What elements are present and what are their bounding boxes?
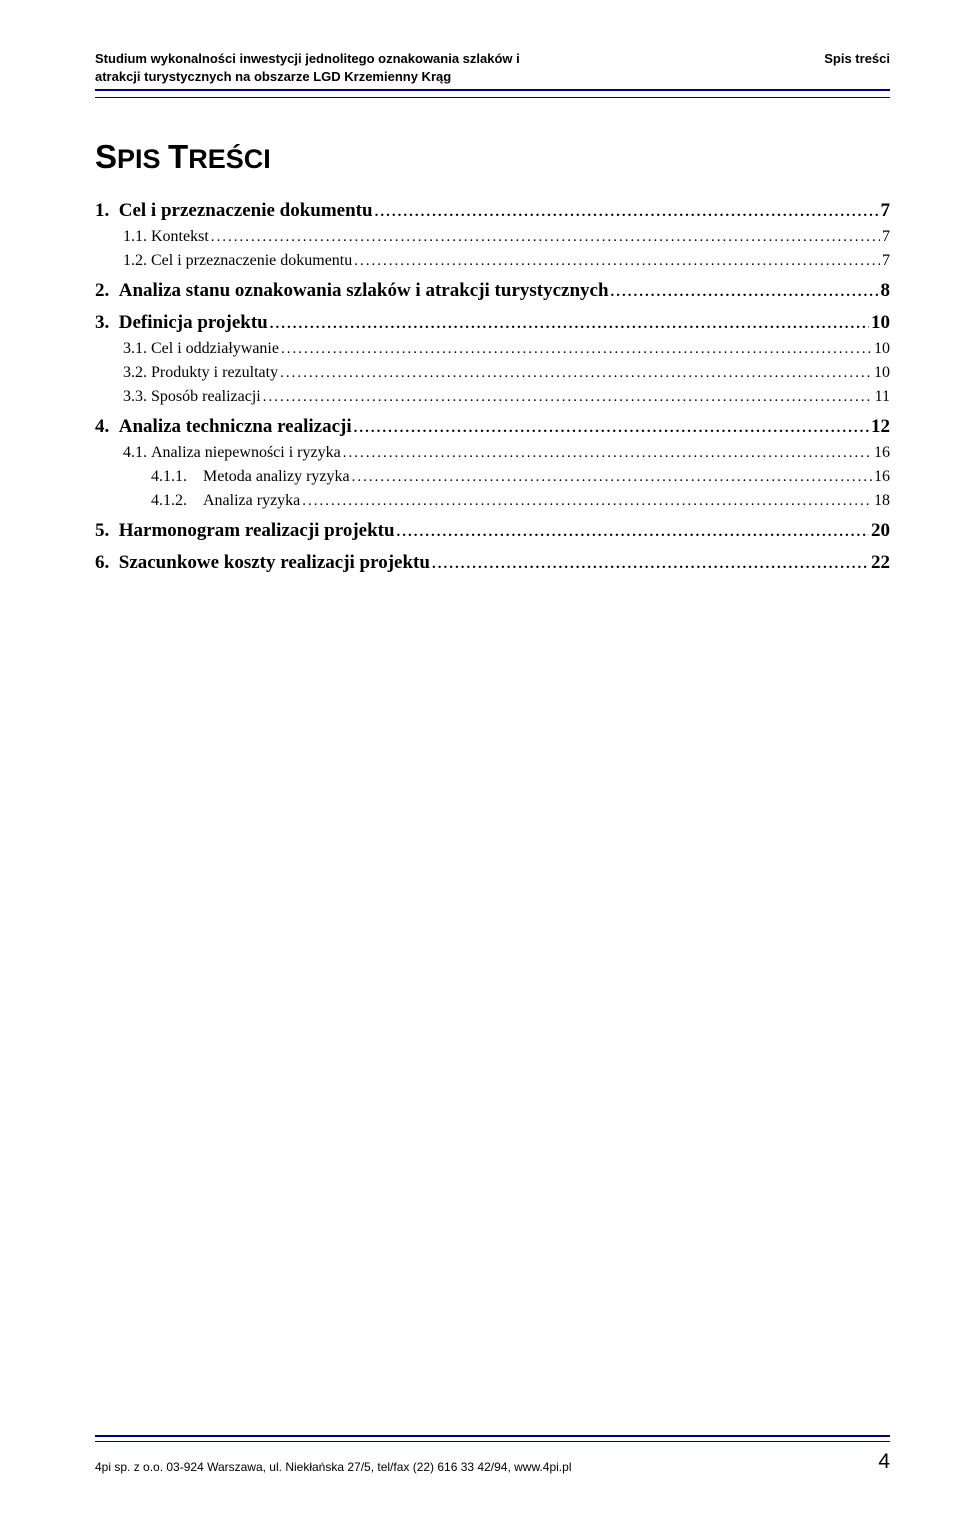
toc-page: 16 bbox=[874, 468, 890, 486]
title-s: S bbox=[95, 138, 117, 175]
toc-text: Produkty i rezultaty bbox=[151, 364, 278, 382]
toc-num: 4.1. bbox=[123, 444, 147, 462]
toc-entry: 3. Definicja projektu 10 bbox=[95, 312, 890, 334]
toc-leader bbox=[343, 445, 872, 462]
toc-num: 1.1. bbox=[123, 228, 147, 246]
toc-entry: 2. Analiza stanu oznakowania szlaków i a… bbox=[95, 280, 890, 302]
toc-entry: 1. Cel i przeznaczenie dokumentu 7 bbox=[95, 200, 890, 222]
toc-entry: 3.2. Produkty i rezultaty 10 bbox=[123, 364, 890, 382]
toc-page: 12 bbox=[871, 416, 890, 438]
toc-page: 10 bbox=[871, 312, 890, 334]
toc-entry: 4.1. Analiza niepewności i ryzyka 16 bbox=[123, 444, 890, 462]
toc-leader bbox=[397, 524, 869, 541]
header-section-name: Spis treści bbox=[824, 50, 890, 68]
toc-page: 7 bbox=[881, 200, 891, 222]
toc-page: 22 bbox=[871, 552, 890, 574]
toc-entry: 3.3. Sposób realizacji 11 bbox=[123, 388, 890, 406]
header-title-left: Studium wykonalności inwestycji jednolit… bbox=[95, 50, 520, 85]
toc-text: Harmonogram realizacji projektu bbox=[119, 520, 395, 542]
toc-num: 4. bbox=[95, 416, 109, 438]
page-number: 4 bbox=[878, 1450, 890, 1474]
toc-text: Metoda analizy ryzyka bbox=[203, 468, 350, 486]
toc-page: 10 bbox=[874, 364, 890, 382]
toc-leader bbox=[611, 284, 879, 301]
toc-page: 11 bbox=[875, 388, 890, 406]
toc-text: Analiza techniczna realizacji bbox=[119, 416, 352, 438]
toc-text: Analiza ryzyka bbox=[203, 492, 300, 510]
table-of-contents: 1. Cel i przeznaczenie dokumentu 7 1.1. K… bbox=[95, 200, 890, 574]
toc-num: 2. bbox=[95, 280, 109, 302]
toc-page: 20 bbox=[871, 520, 890, 542]
toc-text: Definicja projektu bbox=[119, 312, 268, 334]
page-title: SPIS TREŚCI bbox=[95, 138, 890, 176]
title-t: T bbox=[168, 138, 188, 175]
footer-thick-rule bbox=[95, 1435, 890, 1437]
toc-num: 3. bbox=[95, 312, 109, 334]
toc-entry: 4. Analiza techniczna realizacji 12 bbox=[95, 416, 890, 438]
toc-num: 4.1.2. bbox=[151, 492, 187, 510]
toc-leader bbox=[432, 556, 869, 573]
toc-leader bbox=[263, 389, 873, 406]
footer-thin-rule bbox=[95, 1441, 890, 1442]
toc-num: 1. bbox=[95, 200, 109, 222]
toc-entry: 4.1.1. Metoda analizy ryzyka 16 bbox=[151, 468, 890, 486]
toc-leader bbox=[280, 365, 872, 382]
toc-page: 10 bbox=[874, 340, 890, 358]
toc-leader bbox=[281, 341, 872, 358]
toc-num: 3.2. bbox=[123, 364, 147, 382]
header-thin-rule bbox=[95, 97, 890, 98]
toc-leader bbox=[270, 316, 869, 333]
toc-entry: 1.1. Kontekst 7 bbox=[123, 228, 890, 246]
toc-leader bbox=[352, 469, 872, 486]
toc-leader bbox=[354, 420, 869, 437]
toc-page: 18 bbox=[874, 492, 890, 510]
page-footer: 4pi sp. z o.o. 03-924 Warszawa, ul. Niek… bbox=[95, 1435, 890, 1474]
toc-num: 1.2. bbox=[123, 252, 147, 270]
toc-num: 3.1. bbox=[123, 340, 147, 358]
toc-leader bbox=[354, 253, 880, 270]
title-pis: PIS bbox=[117, 144, 168, 174]
toc-page: 7 bbox=[882, 228, 890, 246]
toc-leader bbox=[211, 229, 880, 246]
toc-page: 16 bbox=[874, 444, 890, 462]
header-line1: Studium wykonalności inwestycji jednolit… bbox=[95, 51, 520, 66]
toc-leader bbox=[302, 493, 872, 510]
footer-text: 4pi sp. z o.o. 03-924 Warszawa, ul. Niek… bbox=[95, 1460, 571, 1474]
toc-page: 8 bbox=[881, 280, 891, 302]
toc-text: Sposób realizacji bbox=[151, 388, 261, 406]
toc-text: Szacunkowe koszty realizacji projektu bbox=[119, 552, 430, 574]
toc-num: 6. bbox=[95, 552, 109, 574]
toc-entry: 1.2. Cel i przeznaczenie dokumentu 7 bbox=[123, 252, 890, 270]
toc-text: Kontekst bbox=[151, 228, 209, 246]
toc-entry: 5. Harmonogram realizacji projektu 20 bbox=[95, 520, 890, 542]
footer-content: 4pi sp. z o.o. 03-924 Warszawa, ul. Niek… bbox=[95, 1450, 890, 1474]
toc-leader bbox=[375, 204, 879, 221]
toc-num: 4.1.1. bbox=[151, 468, 187, 486]
toc-text: Cel i oddziaływanie bbox=[151, 340, 279, 358]
toc-text: Cel i przeznaczenie dokumentu bbox=[119, 200, 373, 222]
toc-text: Cel i przeznaczenie dokumentu bbox=[151, 252, 352, 270]
toc-entry: 3.1. Cel i oddziaływanie 10 bbox=[123, 340, 890, 358]
toc-entry: 6. Szacunkowe koszty realizacji projektu… bbox=[95, 552, 890, 574]
toc-text: Analiza stanu oznakowania szlaków i atra… bbox=[119, 280, 609, 302]
page-header: Studium wykonalności inwestycji jednolit… bbox=[95, 50, 890, 91]
toc-num: 3.3. bbox=[123, 388, 147, 406]
title-resci: REŚCI bbox=[188, 144, 271, 174]
toc-text: Analiza niepewności i ryzyka bbox=[151, 444, 341, 462]
toc-entry: 4.1.2. Analiza ryzyka 18 bbox=[151, 492, 890, 510]
header-line2: atrakcji turystycznych na obszarze LGD K… bbox=[95, 69, 451, 84]
toc-page: 7 bbox=[882, 252, 890, 270]
toc-num: 5. bbox=[95, 520, 109, 542]
